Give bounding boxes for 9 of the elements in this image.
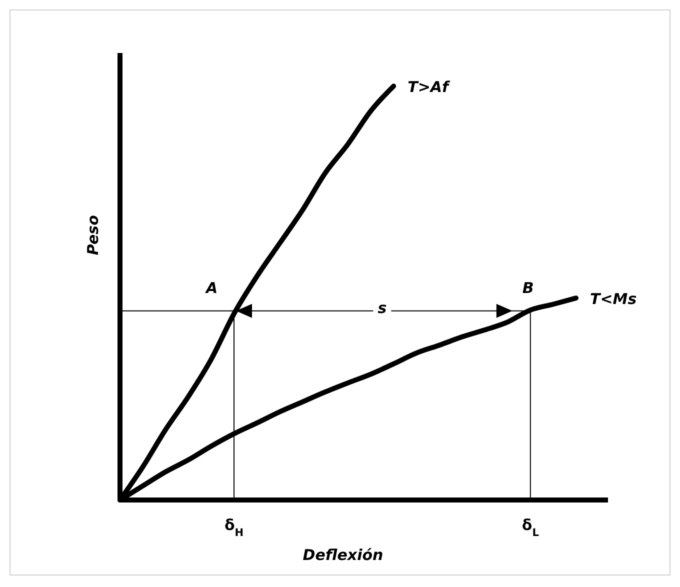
- annotation: s: [378, 298, 387, 317]
- x-tick-label: δ$_{H}$: [224, 516, 244, 539]
- x-axis-title: Deflexión: [302, 546, 384, 564]
- series-label: T>Af: [408, 78, 452, 96]
- annotation: B: [522, 278, 534, 297]
- series-label: T<Ms: [590, 290, 637, 308]
- x-tick-label: δ$_{L}$: [522, 516, 540, 539]
- annotation: A: [205, 278, 218, 297]
- y-axis-title: Peso: [84, 215, 102, 256]
